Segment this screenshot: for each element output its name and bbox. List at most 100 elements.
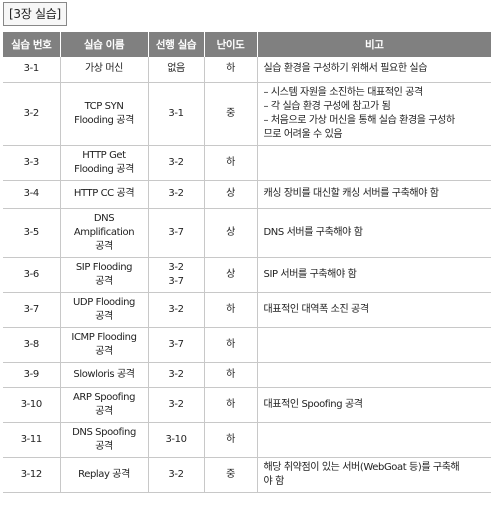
header-row: 실습 번호 실습 이름 선행 실습 난이도 비고 (3, 32, 491, 57)
table-caption: [3장 실습] (3, 2, 67, 26)
header-prerequisite: 선행 실습 (148, 32, 205, 57)
cell-prerequisite-line: 3-7 (168, 275, 184, 287)
cell-name: ARP Spoofing 공격 (60, 387, 149, 423)
cell-name-line: 공격 (95, 240, 113, 252)
cell-number: 3-12 (3, 457, 61, 493)
cell-remarks-line: 대표적인 Spoofing 공격 (263, 398, 363, 410)
cell-prerequisite-line: 3-1 (168, 107, 184, 119)
cell-name-line: HTTP CC 공격 (73, 188, 135, 199)
cell-remarks-line: – 처음으로 가상 머신을 통해 실습 환경을 구성하 (263, 114, 456, 126)
cell-remarks-line: 실습 환경을 구성하기 위해서 필요한 실습 (263, 63, 428, 75)
cell-remarks-line: 야 함 (263, 475, 285, 487)
cell-prerequisite-line: 3-2 (168, 261, 184, 273)
cell-remarks-line: 대표적인 대역폭 소진 공격 (263, 303, 370, 315)
cell-name: ICMP Flooding 공격 (60, 327, 149, 363)
cell-number: 3-9 (3, 362, 61, 388)
cell-name: TCP SYN Flooding 공격 (60, 82, 149, 146)
cell-name-line: DNS (93, 212, 115, 224)
cell-prerequisite: 3-2 (148, 387, 205, 423)
cell-name-line: ARP Spoofing (72, 391, 136, 403)
cell-name-line: UDP Flooding (72, 296, 135, 308)
table-body: 3-1 가상 머신 없음 하 실습 환경을 구성하기 위해서 필요한 실습 3-2 TCP … (3, 57, 491, 493)
table-row: 3-4 HTTP CC 공격 3-2 상 캐싱 장비를 대신할 캐싱 서버를 구축해야 … (3, 180, 491, 209)
cell-difficulty: 하 (204, 292, 258, 328)
cell-prerequisite-line: 3-2 (168, 303, 184, 315)
cell-name-line: SIP Flooding (75, 261, 133, 273)
cell-number: 3-10 (3, 387, 61, 423)
header-name: 실습 이름 (60, 32, 149, 57)
cell-difficulty: 하 (204, 387, 258, 423)
cell-name-line: 공격 (95, 275, 113, 287)
cell-prerequisite: 3-2 (148, 292, 205, 328)
cell-remarks: – 시스템 자원을 소진하는 대표적인 공격 – 각 실습 환경 구성에 참고가 … (257, 82, 491, 146)
cell-name-line: 공격 (95, 345, 113, 357)
cell-remarks (257, 327, 491, 363)
cell-prerequisite-line: 3-2 (168, 398, 184, 410)
cell-difficulty: 중 (204, 82, 258, 146)
cell-number: 3-7 (3, 292, 61, 328)
table-row: 3-2 TCP SYN Flooding 공격 3-1 중 – 시스템 자원을 소진하는 … (3, 82, 491, 146)
cell-difficulty: 상 (204, 180, 258, 209)
table-row: 3-1 가상 머신 없음 하 실습 환경을 구성하기 위해서 필요한 실습 (3, 57, 491, 83)
cell-prerequisite-line: 없음 (167, 63, 185, 75)
cell-name: HTTP Get Flooding 공격 (60, 145, 149, 181)
cell-remarks: 대표적인 Spoofing 공격 (257, 387, 491, 423)
header-difficulty: 난이도 (204, 32, 258, 57)
cell-name-line: Flooding 공격 (74, 163, 134, 175)
exercise-table: 실습 번호 실습 이름 선행 실습 난이도 비고 3-1 가상 머신 없음 하 실습 환… (3, 32, 491, 493)
table-row: 3-11 DNS Spoofing 공격 3-10 하 (3, 422, 491, 458)
cell-prerequisite: 3-10 (148, 422, 205, 458)
cell-prerequisite: 3-2 (148, 180, 205, 209)
cell-name-line: 공격 (95, 405, 113, 417)
cell-difficulty: 하 (204, 327, 258, 363)
cell-name-line: 가상 머신 (85, 63, 123, 75)
cell-prerequisite: 3-1 (148, 82, 205, 146)
cell-remarks-line: 므로 어려울 수 있음 (263, 128, 343, 140)
header-remarks: 비고 (257, 32, 491, 57)
cell-remarks-line: 캐싱 장비를 대신할 캐싱 서버를 구축해야 함 (263, 188, 439, 199)
cell-remarks (257, 362, 491, 388)
cell-difficulty: 하 (204, 57, 258, 83)
cell-prerequisite-line: 3-2 (168, 368, 184, 380)
cell-name-line: DNS Spoofing (72, 426, 136, 438)
cell-prerequisite: 없음 (148, 57, 205, 83)
cell-prerequisite: 3-2 (148, 457, 205, 493)
cell-number: 3-2 (3, 82, 61, 146)
cell-number: 3-1 (3, 57, 61, 83)
cell-prerequisite: 3-7 (148, 327, 205, 363)
cell-name: Replay 공격 (60, 457, 149, 493)
cell-number: 3-5 (3, 208, 61, 258)
cell-prerequisite-line: 3-10 (165, 433, 187, 445)
cell-name-line: Amplification (73, 226, 135, 238)
cell-difficulty: 상 (204, 257, 258, 293)
cell-difficulty: 하 (204, 422, 258, 458)
table-row: 3-12 Replay 공격 3-2 중 해당 취약점이 있는 서버(WebGoat 등… (3, 457, 491, 493)
header-number: 실습 번호 (3, 32, 61, 57)
cell-prerequisite-line: 3-2 (168, 188, 184, 199)
cell-name: HTTP CC 공격 (60, 180, 149, 209)
cell-name-line: Flooding 공격 (74, 114, 134, 126)
table-row: 3-10 ARP Spoofing 공격 3-2 하 대표적인 Spoofing 공격 (3, 387, 491, 423)
cell-prerequisite: 3-2 (148, 362, 205, 388)
table-row: 3-6 SIP Flooding 공격 3-2 3-7 상 SIP 서버를 구축해야 함 (3, 257, 491, 293)
cell-name: UDP Flooding 공격 (60, 292, 149, 328)
cell-difficulty: 중 (204, 457, 258, 493)
cell-name: Slowloris 공격 (60, 362, 149, 388)
cell-prerequisite-line: 3-7 (168, 226, 184, 238)
cell-prerequisite: 3-2 3-7 (148, 257, 205, 293)
cell-name-line: ICMP Flooding (71, 331, 137, 343)
cell-prerequisite-line: 3-2 (168, 156, 184, 168)
cell-difficulty: 하 (204, 362, 258, 388)
cell-name-line: TCP SYN (84, 100, 124, 112)
cell-number: 3-3 (3, 145, 61, 181)
cell-remarks: 실습 환경을 구성하기 위해서 필요한 실습 (257, 57, 491, 83)
table-row: 3-3 HTTP Get Flooding 공격 3-2 하 (3, 145, 491, 181)
cell-remarks: 캐싱 장비를 대신할 캐싱 서버를 구축해야 함 (257, 180, 491, 209)
cell-remarks-line: 해당 취약점이 있는 서버(WebGoat 등)를 구축해 (263, 461, 460, 473)
cell-difficulty: 상 (204, 208, 258, 258)
cell-name: DNS Spoofing 공격 (60, 422, 149, 458)
cell-remarks-line: DNS 서버를 구축해야 함 (263, 226, 363, 238)
cell-number: 3-4 (3, 180, 61, 209)
cell-name-line: HTTP Get (82, 149, 126, 161)
